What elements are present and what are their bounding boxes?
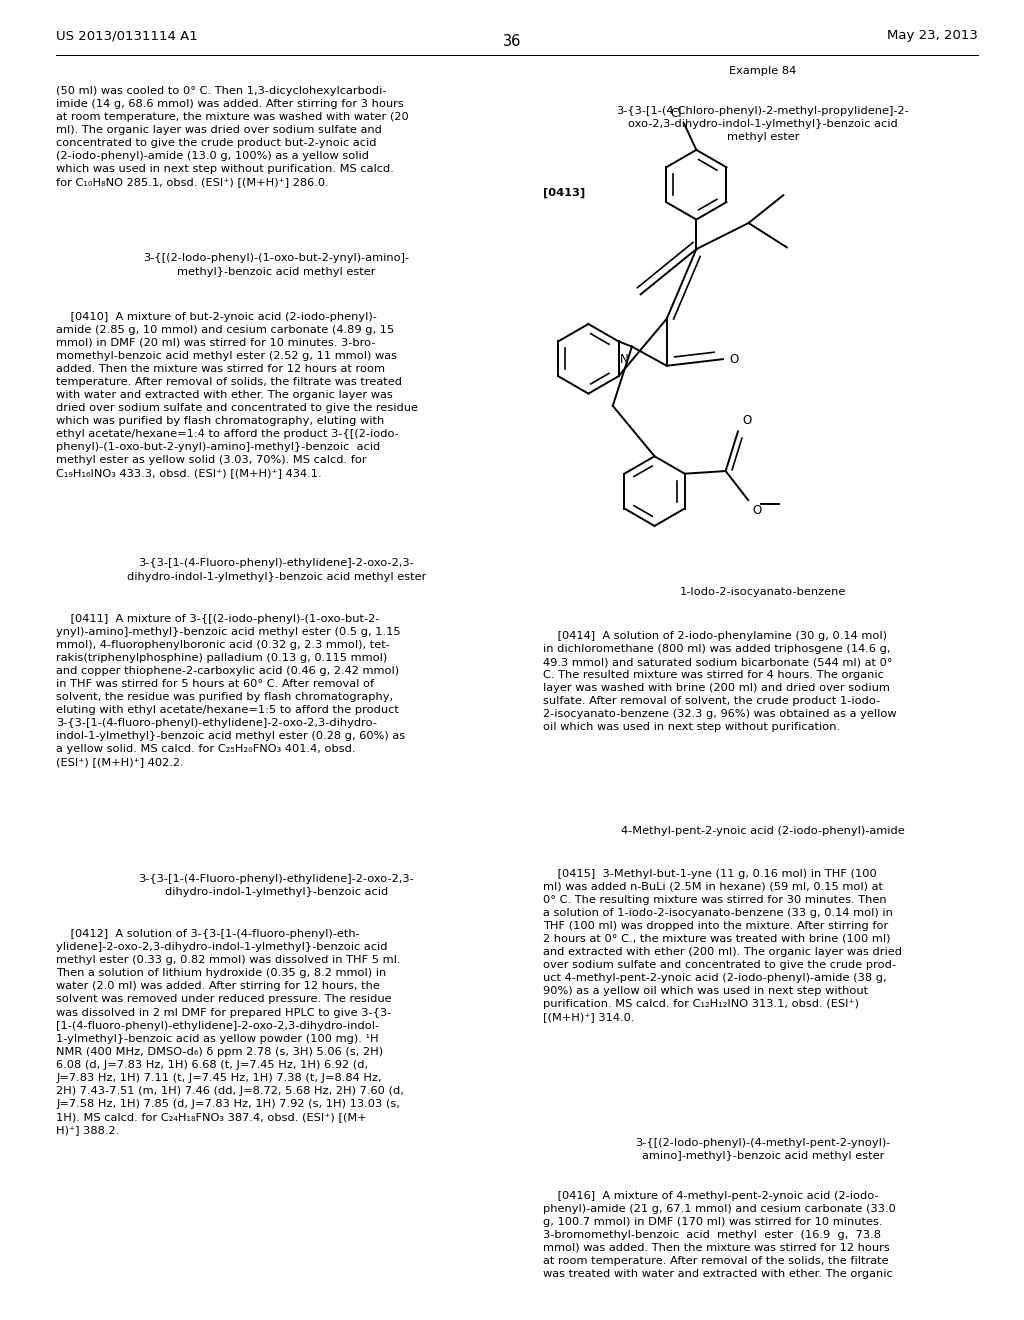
Text: O: O bbox=[729, 352, 738, 366]
Text: 3-{3-[1-(4-Fluoro-phenyl)-ethylidene]-2-oxo-2,3-
dihydro-indol-1-ylmethyl}-benzo: 3-{3-[1-(4-Fluoro-phenyl)-ethylidene]-2-… bbox=[138, 874, 415, 898]
Text: 3-{3-[1-(4-Chloro-phenyl)-2-methyl-propylidene]-2-
oxo-2,3-dihydro-indol-1-ylmet: 3-{3-[1-(4-Chloro-phenyl)-2-methyl-propy… bbox=[616, 106, 909, 143]
Text: [0416]  A mixture of 4-methyl-pent-2-ynoic acid (2-iodo-
phenyl)-amide (21 g, 67: [0416] A mixture of 4-methyl-pent-2-ynoi… bbox=[543, 1191, 896, 1279]
Text: [0410]  A mixture of but-2-ynoic acid (2-iodo-phenyl)-
amide (2.85 g, 10 mmol) a: [0410] A mixture of but-2-ynoic acid (2-… bbox=[56, 312, 419, 478]
Text: [0411]  A mixture of 3-{[(2-iodo-phenyl)-(1-oxo-but-2-
ynyl)-amino]-methyl}-benz: [0411] A mixture of 3-{[(2-iodo-phenyl)-… bbox=[56, 614, 406, 767]
Text: Cl: Cl bbox=[671, 107, 682, 120]
Text: 3-{[(2-Iodo-phenyl)-(4-methyl-pent-2-ynoyl)-
amino]-methyl}-benzoic acid methyl : 3-{[(2-Iodo-phenyl)-(4-methyl-pent-2-yno… bbox=[635, 1138, 891, 1162]
Text: 3-{3-[1-(4-Fluoro-phenyl)-ethylidene]-2-oxo-2,3-
dihydro-indol-1-ylmethyl}-benzo: 3-{3-[1-(4-Fluoro-phenyl)-ethylidene]-2-… bbox=[127, 558, 426, 582]
Text: 36: 36 bbox=[503, 34, 521, 49]
Text: [0412]  A solution of 3-{3-[1-(4-fluoro-phenyl)-eth-
ylidene]-2-oxo-2,3-dihydro-: [0412] A solution of 3-{3-[1-(4-fluoro-p… bbox=[56, 929, 404, 1135]
Text: O: O bbox=[753, 504, 762, 517]
Text: (50 ml) was cooled to 0° C. Then 1,3-dicyclohexylcarbodi-
imide (14 g, 68.6 mmol: (50 ml) was cooled to 0° C. Then 1,3-dic… bbox=[56, 86, 409, 187]
Text: O: O bbox=[742, 414, 752, 428]
Text: [0413]: [0413] bbox=[543, 187, 585, 198]
Text: [0415]  3-Methyl-but-1-yne (11 g, 0.16 mol) in THF (100
ml) was added n-BuLi (2.: [0415] 3-Methyl-but-1-yne (11 g, 0.16 mo… bbox=[543, 869, 902, 1022]
Text: 4-Methyl-pent-2-ynoic acid (2-iodo-phenyl)-amide: 4-Methyl-pent-2-ynoic acid (2-iodo-pheny… bbox=[621, 826, 905, 837]
Text: 1-Iodo-2-isocyanato-benzene: 1-Iodo-2-isocyanato-benzene bbox=[680, 587, 846, 598]
Text: 3-{[(2-Iodo-phenyl)-(1-oxo-but-2-ynyl)-amino]-
methyl}-benzoic acid methyl ester: 3-{[(2-Iodo-phenyl)-(1-oxo-but-2-ynyl)-a… bbox=[143, 253, 410, 277]
Text: May 23, 2013: May 23, 2013 bbox=[887, 29, 978, 42]
Text: US 2013/0131114 A1: US 2013/0131114 A1 bbox=[56, 29, 198, 42]
Text: N: N bbox=[621, 354, 629, 366]
Text: Example 84: Example 84 bbox=[729, 66, 797, 77]
Text: [0414]  A solution of 2-iodo-phenylamine (30 g, 0.14 mol)
in dichloromethane (80: [0414] A solution of 2-iodo-phenylamine … bbox=[543, 631, 896, 733]
